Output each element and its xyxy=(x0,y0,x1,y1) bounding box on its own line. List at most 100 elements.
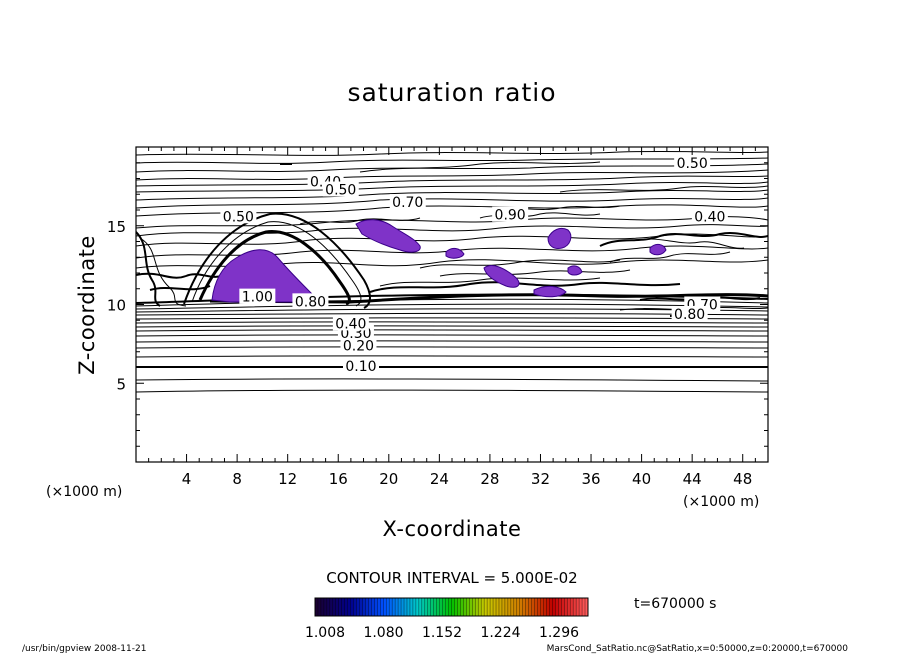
colorbar-cell xyxy=(484,598,488,616)
colorbar-cell xyxy=(564,598,568,616)
contour-label: 0.80 xyxy=(295,294,326,310)
colorbar-cell xyxy=(540,598,544,616)
contour-line xyxy=(369,281,681,293)
colorbar-cell xyxy=(531,598,535,616)
colorbar-cell xyxy=(507,598,512,616)
saturated-region-4 xyxy=(445,247,465,259)
x-tick-label: 28 xyxy=(480,470,499,488)
colorbar-cell xyxy=(368,598,372,616)
contour-line xyxy=(136,346,768,349)
contour-line xyxy=(136,389,768,393)
saturated-regions xyxy=(211,219,667,303)
contour-label: 0.40 xyxy=(335,316,366,332)
colorbar-cell xyxy=(433,598,437,616)
colorbar-cell xyxy=(362,598,366,616)
colorbar-cell xyxy=(386,598,390,616)
colorbar-cell xyxy=(341,598,345,616)
colorbar-cell xyxy=(329,598,334,616)
colorbar-cell xyxy=(344,598,348,616)
contour-label-bg xyxy=(674,154,711,170)
contour-lines xyxy=(136,150,768,393)
contour-line xyxy=(559,185,768,193)
colorbar-cell xyxy=(415,598,420,616)
contour-label-bg xyxy=(220,208,257,224)
colorbar-cell xyxy=(585,598,589,616)
colorbar-cell xyxy=(534,598,538,616)
colorbar-cell xyxy=(472,598,476,616)
colorbar-cell xyxy=(558,598,562,616)
x-tick-label: 4 xyxy=(182,470,192,488)
x-tick-label: 16 xyxy=(329,470,348,488)
colorbar-cell xyxy=(504,598,509,616)
contour-line xyxy=(136,334,768,337)
contour-labels: 0.100.200.300.401.000.800.400.500.700.50… xyxy=(220,154,728,375)
contour-line xyxy=(136,321,768,324)
contour-line xyxy=(136,189,768,201)
contour-line xyxy=(191,221,362,307)
contour-line xyxy=(136,365,768,368)
x-tick-label: 32 xyxy=(531,470,550,488)
x-tick-label: 40 xyxy=(632,470,651,488)
x-unit-left: (×1000 m) xyxy=(46,484,122,500)
colorbar-cell xyxy=(570,598,574,616)
contour-line xyxy=(439,269,631,277)
colorbar-cell xyxy=(395,598,399,616)
colorbar-cell xyxy=(323,598,328,616)
colorbar-cell xyxy=(513,598,518,616)
saturated-region-2 xyxy=(355,219,421,253)
contour-label-bg xyxy=(332,315,369,331)
contour-line xyxy=(136,325,768,328)
contour-label: 0.90 xyxy=(495,208,526,224)
colorbar-cell xyxy=(528,598,532,616)
colorbar-cell xyxy=(576,598,580,616)
saturated-region-8 xyxy=(567,265,583,276)
contour-line xyxy=(136,378,768,382)
colorbar-cell xyxy=(326,598,331,616)
colorbar-cell xyxy=(448,598,452,616)
colorbar-frame xyxy=(314,597,589,617)
contour-label-bg xyxy=(671,305,708,321)
contour-label: 0.50 xyxy=(223,209,254,225)
colorbar-cell xyxy=(501,598,506,616)
x-tick-label: 12 xyxy=(278,470,297,488)
contour-line xyxy=(136,308,768,313)
contour-line xyxy=(379,277,601,287)
colorbar-cell xyxy=(398,598,402,616)
contour-label: 0.40 xyxy=(694,209,725,225)
colorbar-cell xyxy=(356,598,360,616)
colorbar-cell xyxy=(418,598,423,616)
colorbar-cell xyxy=(371,598,375,616)
contour-line xyxy=(136,169,768,181)
colorbar-tick-label: 1.224 xyxy=(480,625,520,641)
colorbar-cell xyxy=(582,598,586,616)
contour-line xyxy=(139,237,187,307)
contour-label-bg xyxy=(389,194,426,210)
contour-line xyxy=(609,251,731,263)
colorbar-tick-label: 1.296 xyxy=(539,625,579,641)
contour-label-bg xyxy=(691,208,728,224)
contour-label-bg xyxy=(492,206,529,222)
colorbar-cell xyxy=(469,598,473,616)
colorbar-cell xyxy=(404,598,408,616)
contour-line xyxy=(136,175,768,187)
colorbar-cell xyxy=(392,598,396,616)
contour-line xyxy=(136,340,768,343)
colorbar-cell xyxy=(451,598,455,616)
contour-line xyxy=(136,197,768,209)
colorbar: 1.008 1.080 1.152 1.224 1.296 xyxy=(305,597,589,641)
colorbar-cell xyxy=(374,598,378,616)
colorbar-cell xyxy=(377,598,381,616)
colorbar-cell xyxy=(457,598,461,616)
contour-label: 0.50 xyxy=(325,183,356,199)
colorbar-cell xyxy=(347,598,351,616)
colorbar-cell xyxy=(409,598,414,616)
colorbar-cell xyxy=(475,598,479,616)
colorbar-cell xyxy=(436,598,440,616)
saturated-region-5 xyxy=(483,265,520,288)
colorbar-cell xyxy=(335,598,340,616)
contour-line xyxy=(136,303,768,310)
contour-line xyxy=(209,293,768,304)
contour-line xyxy=(599,232,768,247)
colorbar-cell xyxy=(463,598,467,616)
